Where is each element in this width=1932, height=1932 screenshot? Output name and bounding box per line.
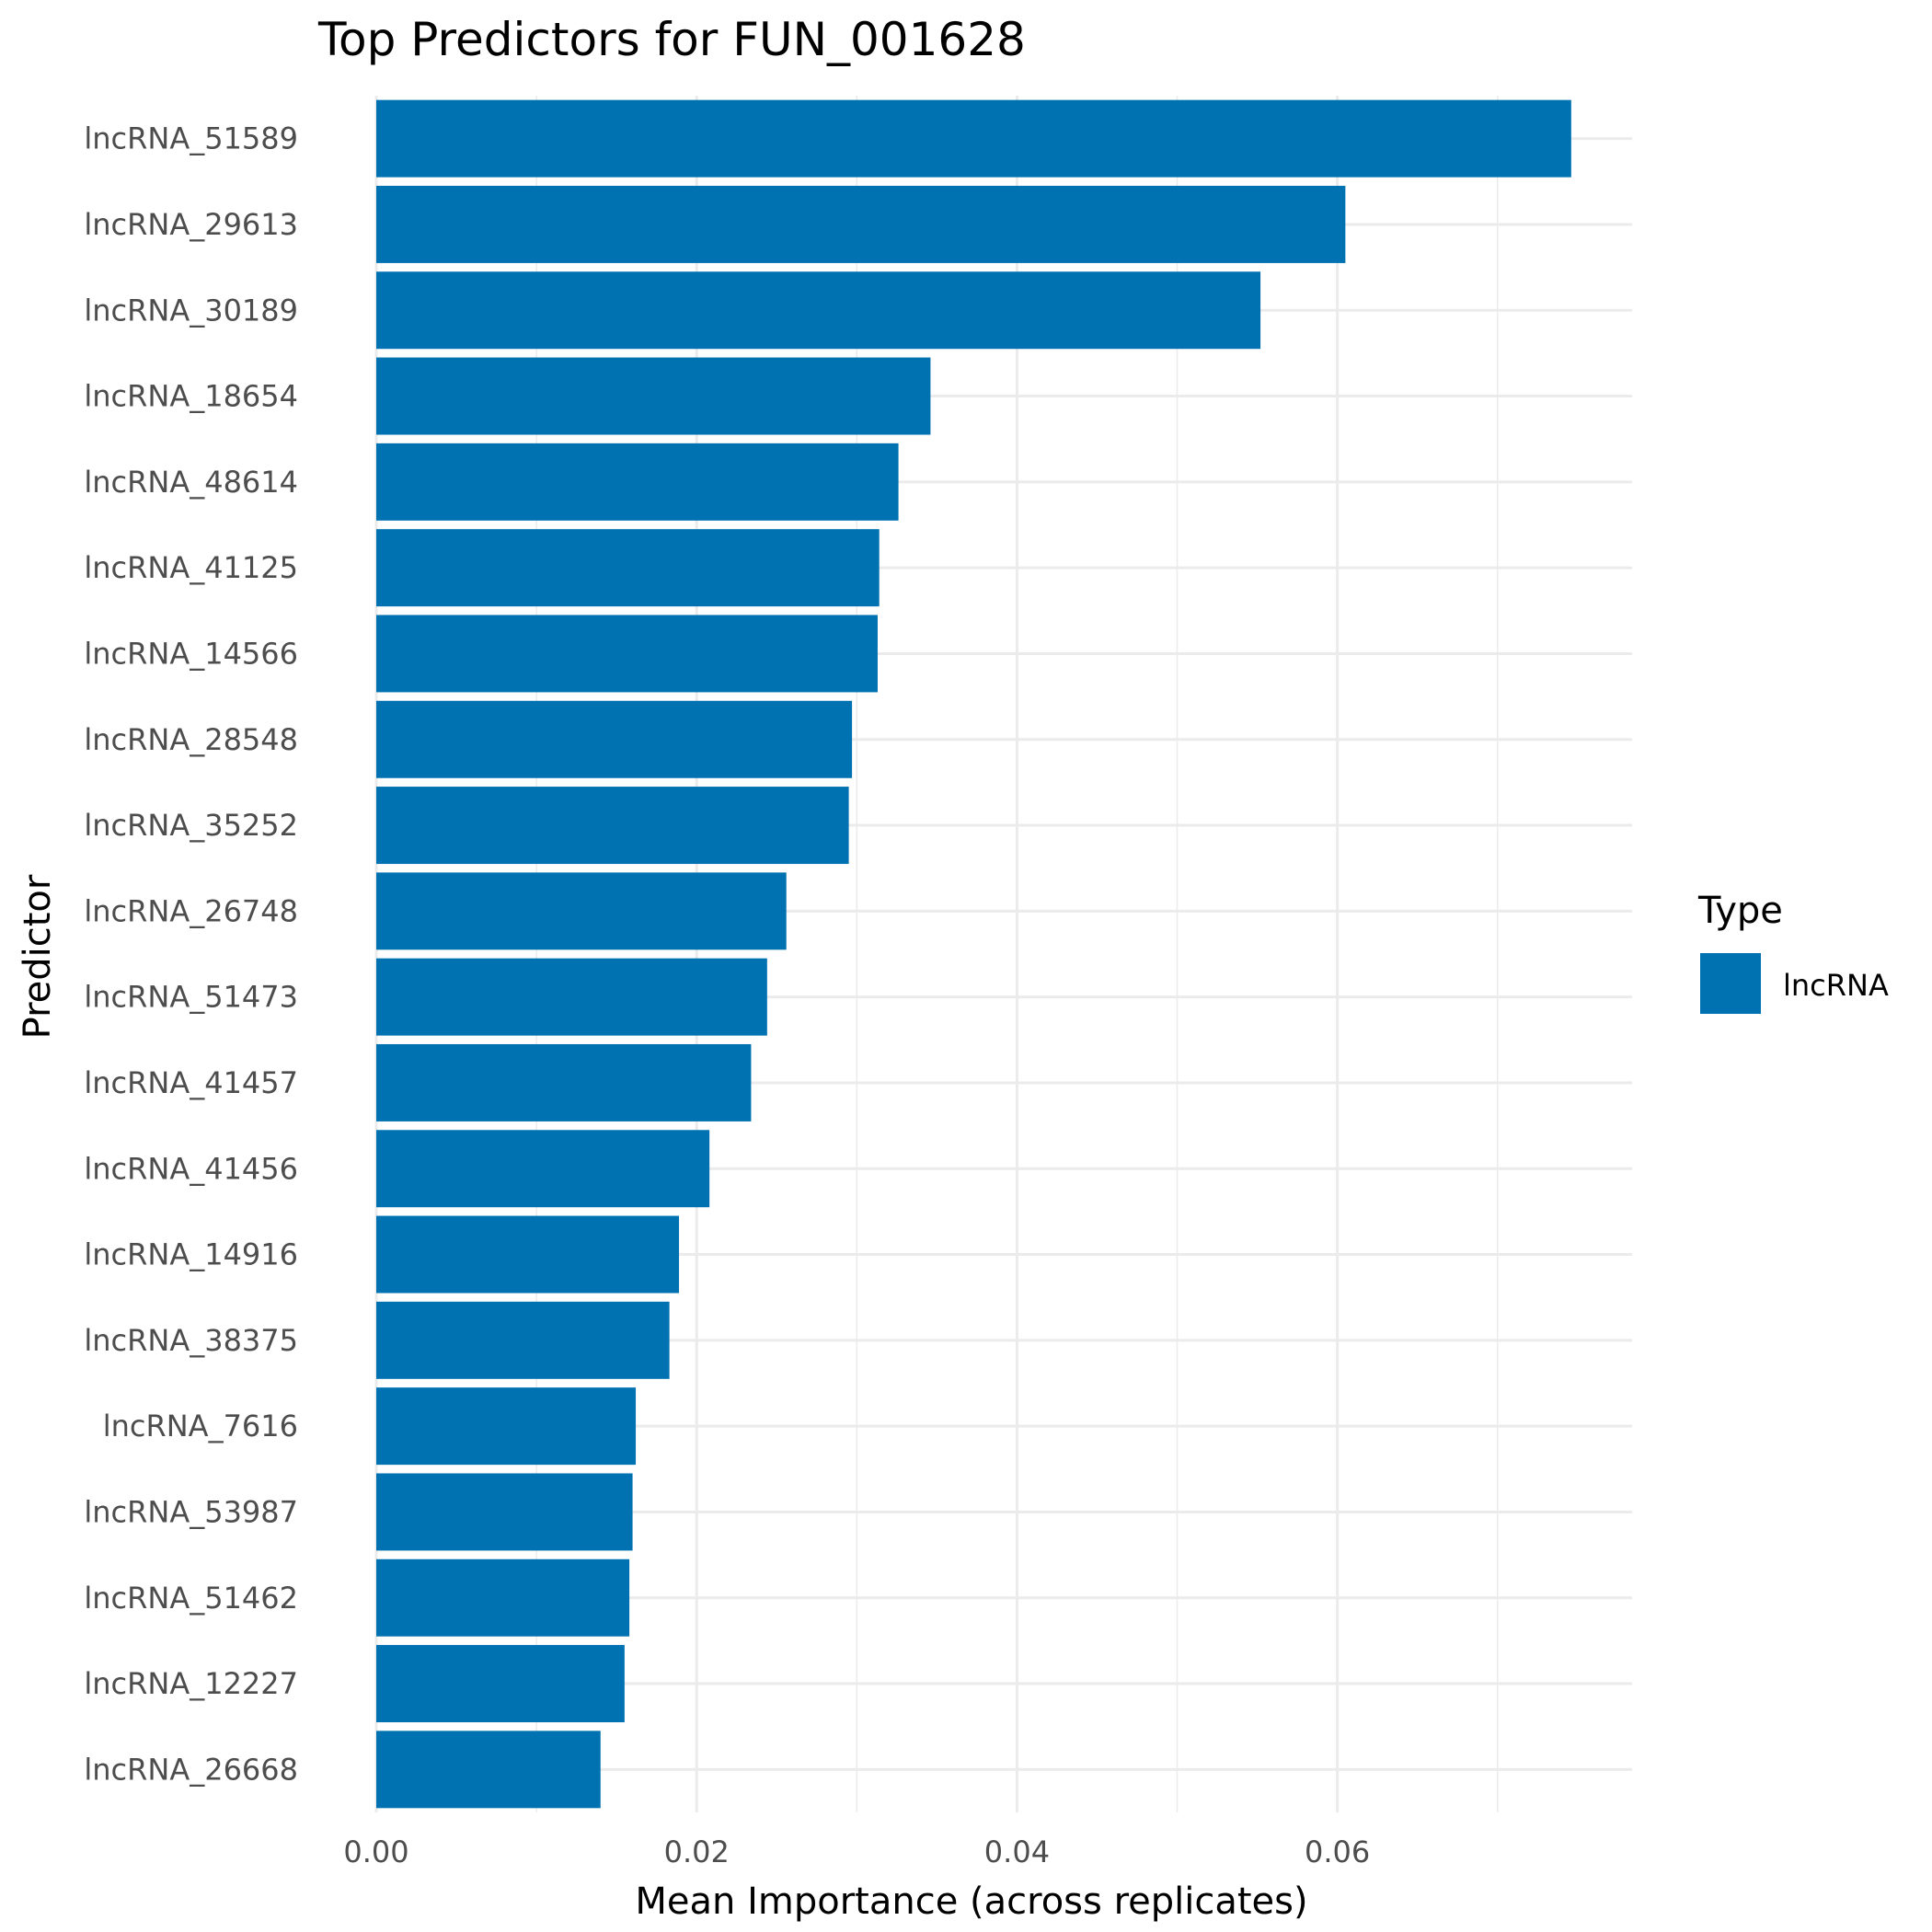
y-tick-label: lncRNA_26748 (84, 893, 298, 928)
legend: Type lncRNA (1697, 890, 1889, 1014)
x-tick-label: 0.06 (1305, 1834, 1370, 1869)
bar-lncrna_41456 (376, 1130, 710, 1208)
bar-lncrna_18654 (376, 357, 931, 435)
y-tick-label: lncRNA_30189 (84, 293, 298, 328)
bar-lncrna_29613 (376, 185, 1346, 263)
y-tick-label: lncRNA_41456 (84, 1151, 298, 1186)
x-tick-labels: 0.00 0.02 0.04 0.06 (343, 1834, 1370, 1869)
y-tick-label: lncRNA_12227 (84, 1666, 298, 1701)
legend-title: Type (1697, 890, 1783, 932)
bar-lncrna_14916 (376, 1215, 680, 1294)
y-tick-label: lncRNA_38375 (84, 1323, 298, 1358)
bar-lncrna_51589 (376, 99, 1571, 178)
bar-lncrna_28548 (376, 700, 853, 778)
y-tick-label: lncRNA_41457 (84, 1065, 298, 1100)
y-tick-label: lncRNA_29613 (84, 207, 298, 242)
grid-layer (374, 96, 1632, 1812)
x-tick-label: 0.00 (343, 1834, 408, 1869)
y-tick-label: lncRNA_28548 (84, 722, 298, 757)
x-tick-label: 0.02 (664, 1834, 730, 1869)
y-tick-label: lncRNA_41125 (84, 550, 298, 585)
bar-lncrna_14566 (376, 615, 878, 693)
y-tick-labels: lncRNA_51589 lncRNA_29613 lncRNA_30189 lncR… (84, 121, 298, 1788)
bar-lncrna_41457 (376, 1043, 752, 1121)
bar-lncrna_26748 (376, 872, 787, 950)
bar-lncrna_30189 (376, 271, 1261, 350)
bar-lncrna_51462 (376, 1558, 630, 1637)
x-axis-title: Mean Importance (across replicates) (635, 1880, 1307, 1923)
chart-title: Top Predictors for FUN_001628 (317, 13, 1026, 66)
bar-lncrna_38375 (376, 1301, 670, 1379)
y-tick-label: lncRNA_51473 (84, 980, 298, 1015)
bar-lncrna_48614 (376, 443, 899, 521)
y-tick-label: lncRNA_14916 (84, 1237, 298, 1272)
y-tick-label: lncRNA_7616 (103, 1409, 298, 1443)
y-tick-label: lncRNA_51589 (84, 121, 298, 156)
y-tick-label: lncRNA_18654 (84, 379, 298, 414)
bar-lncrna_12227 (376, 1645, 625, 1723)
bar-lncrna_35252 (376, 787, 849, 865)
bar-lncrna_41125 (376, 529, 880, 607)
legend-swatch-lncrna (1700, 953, 1761, 1014)
y-tick-label: lncRNA_53987 (84, 1494, 298, 1529)
bar-lncrna_7616 (376, 1387, 637, 1466)
y-tick-label: lncRNA_51462 (84, 1581, 298, 1616)
bar-lncrna_53987 (376, 1473, 633, 1551)
y-tick-label: lncRNA_14566 (84, 636, 298, 671)
bar-lncrna_26668 (376, 1731, 601, 1809)
x-tick-label: 0.04 (984, 1834, 1050, 1869)
y-tick-label: lncRNA_35252 (84, 808, 298, 843)
bars-layer (376, 99, 1571, 1809)
bar-lncrna_51473 (376, 958, 767, 1036)
y-tick-label: lncRNA_48614 (84, 465, 298, 500)
y-tick-label: lncRNA_26668 (84, 1752, 298, 1787)
y-axis-title: Predictor (17, 874, 59, 1039)
legend-label-lncrna: lncRNA (1783, 968, 1889, 1003)
